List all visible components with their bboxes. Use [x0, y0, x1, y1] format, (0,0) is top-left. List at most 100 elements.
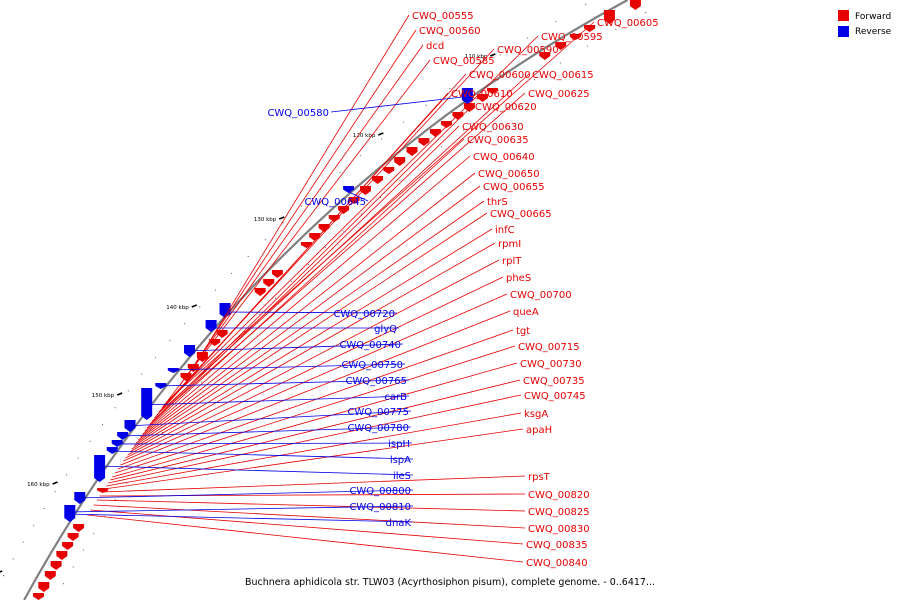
forward-gene[interactable]	[254, 288, 266, 296]
forward-gene[interactable]	[629, 0, 641, 10]
gene-label[interactable]: CWQ_00800	[349, 486, 411, 497]
gene-label[interactable]: CWQ_00715	[518, 342, 580, 353]
gene-label[interactable]: CWQ_00730	[520, 359, 582, 370]
forward-connector	[96, 499, 526, 512]
gene-label[interactable]: CWQ_00585	[433, 56, 495, 67]
forward-gene[interactable]	[73, 524, 85, 532]
gene-label[interactable]: thrS	[487, 197, 508, 208]
gene-label[interactable]: CWQ_00590	[497, 45, 559, 56]
gene-label[interactable]: CWQ_00700	[510, 290, 572, 301]
forward-gene[interactable]	[463, 103, 475, 112]
forward-gene[interactable]	[216, 330, 228, 338]
minor-tick	[214, 289, 216, 291]
gene-label[interactable]: dcd	[426, 41, 444, 52]
forward-gene[interactable]	[584, 25, 596, 32]
forward-gene[interactable]	[271, 270, 283, 278]
reverse-gene[interactable]	[167, 368, 179, 373]
gene-label[interactable]: CWQ_00555	[412, 11, 474, 22]
reverse-connector	[67, 505, 414, 513]
gene-label[interactable]: ileS	[393, 471, 411, 482]
gene-label[interactable]: CWQ_00620	[475, 102, 537, 113]
forward-connector	[102, 475, 526, 493]
gene-label[interactable]: CWQ_00825	[528, 507, 590, 518]
gene-label[interactable]: CWQ_00830	[528, 524, 590, 535]
reverse-connector	[220, 311, 398, 314]
gene-label[interactable]: CWQ_00780	[347, 423, 409, 434]
forward-connector	[142, 155, 471, 435]
forward-gene[interactable]	[33, 593, 44, 600]
gene-label[interactable]: CWQ_00820	[528, 490, 590, 501]
forward-gene[interactable]	[569, 34, 581, 40]
forward-gene[interactable]	[44, 571, 56, 580]
gene-label[interactable]: CWQ_00640	[473, 152, 535, 163]
forward-gene[interactable]	[603, 10, 615, 24]
forward-gene[interactable]	[67, 533, 79, 541]
gene-label[interactable]: CWQ_00580	[267, 108, 329, 119]
gene-label[interactable]: CWQ_00610	[451, 89, 513, 100]
gene-label[interactable]: CWQ_00630	[462, 122, 524, 133]
gene-label[interactable]: CWQ_00625	[528, 89, 590, 100]
gene-label[interactable]: CWQ_00595	[541, 32, 603, 43]
gene-label[interactable]: CWQ_00835	[526, 540, 588, 551]
forward-gene[interactable]	[56, 551, 68, 560]
gene-label[interactable]: CWQ_00810	[349, 502, 411, 513]
gene-label[interactable]: pheS	[506, 273, 531, 284]
gene-label[interactable]: CWQ_00600	[469, 70, 531, 81]
gene-label[interactable]: ispH	[388, 439, 410, 450]
forward-gene[interactable]	[38, 582, 50, 592]
gene-label[interactable]: CWQ_00775	[347, 407, 409, 418]
gene-label[interactable]: CWQ_00745	[524, 391, 586, 402]
reverse-gene[interactable]	[205, 320, 217, 332]
gene-label[interactable]: rpmI	[498, 239, 521, 250]
reverse-gene[interactable]	[111, 440, 123, 447]
forward-gene[interactable]	[406, 147, 418, 156]
reverse-gene[interactable]	[343, 186, 355, 193]
gene-label[interactable]: tgt	[516, 326, 530, 337]
gene-label[interactable]: CWQ_00645	[304, 197, 366, 208]
forward-gene[interactable]	[62, 542, 74, 550]
forward-gene[interactable]	[487, 88, 498, 94]
forward-gene[interactable]	[394, 157, 406, 166]
gene-label[interactable]: CWQ_00750	[341, 360, 403, 371]
forward-gene[interactable]	[539, 52, 551, 60]
reverse-gene[interactable]	[106, 447, 118, 454]
gene-label[interactable]: carB	[384, 392, 407, 403]
gene-label[interactable]: CWQ_00840	[526, 558, 588, 569]
gene-label[interactable]: CWQ_00635	[467, 135, 529, 146]
forward-gene[interactable]	[50, 561, 62, 570]
gene-label[interactable]: apaH	[526, 425, 552, 436]
gene-label[interactable]: CWQ_00605	[597, 18, 659, 29]
gene-label[interactable]: ksgA	[524, 409, 548, 420]
forward-gene[interactable]	[441, 121, 452, 128]
forward-gene[interactable]	[555, 42, 567, 50]
forward-gene[interactable]	[418, 138, 430, 146]
forward-connector	[191, 14, 410, 371]
gene-label[interactable]: CWQ_00740	[339, 340, 401, 351]
reverse-gene[interactable]	[141, 388, 153, 420]
forward-gene[interactable]	[383, 167, 395, 174]
minor-tick	[440, 146, 442, 148]
gene-label[interactable]: CWQ_00665	[490, 209, 552, 220]
forward-gene[interactable]	[309, 233, 321, 241]
minor-tick	[300, 205, 302, 207]
forward-gene[interactable]	[372, 176, 384, 184]
gene-label[interactable]: infC	[495, 225, 515, 236]
forward-gene[interactable]	[477, 94, 489, 102]
gene-label[interactable]: glyQ	[374, 324, 397, 335]
gene-label[interactable]: CWQ_00560	[419, 26, 481, 37]
gene-label[interactable]: CWQ_00650	[478, 169, 540, 180]
forward-gene[interactable]	[263, 279, 275, 287]
gene-label[interactable]: CWQ_00765	[345, 376, 407, 387]
gene-label[interactable]: CWQ_00615	[532, 70, 594, 81]
gene-label[interactable]: CWQ_00720	[333, 309, 395, 320]
gene-label[interactable]: dnaK	[386, 518, 412, 529]
gene-label[interactable]: lspA	[390, 455, 411, 466]
gene-label[interactable]: queA	[513, 307, 539, 318]
gene-label[interactable]: CWQ_00735	[523, 376, 585, 387]
reverse-gene[interactable]	[461, 88, 473, 104]
reverse-gene[interactable]	[94, 455, 106, 482]
gene-label[interactable]: CWQ_00655	[483, 182, 545, 193]
gene-label[interactable]: rplT	[502, 256, 522, 267]
gene-label[interactable]: rpsT	[528, 472, 551, 483]
reverse-gene[interactable]	[64, 505, 76, 522]
